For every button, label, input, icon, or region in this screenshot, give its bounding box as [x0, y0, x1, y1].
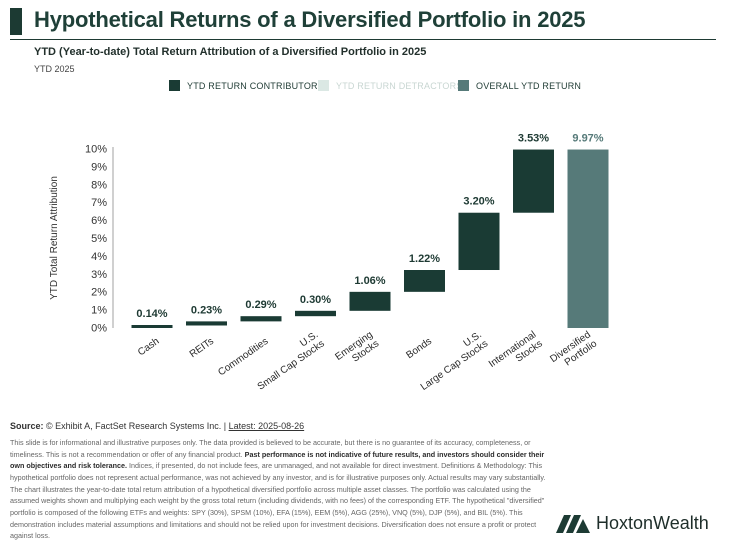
- data-label: 0.23%: [191, 304, 222, 316]
- y-tick-label: 6%: [91, 215, 107, 227]
- x-tick-label: DiversifiedPortfolio: [548, 329, 599, 374]
- data-label: 1.06%: [354, 275, 385, 287]
- data-label: 9.97%: [572, 133, 603, 145]
- legend-item-detractors: YTD RETURN DETRACTORS: [318, 80, 463, 91]
- chart-period: YTD 2025: [34, 64, 75, 74]
- x-tick-label: Bonds: [404, 336, 434, 361]
- y-tick-label: 10%: [85, 144, 107, 156]
- y-tick-label: 7%: [91, 197, 107, 209]
- data-label: 3.20%: [463, 196, 494, 208]
- source-line: Source: © Exhibit A, FactSet Research Sy…: [10, 421, 304, 431]
- x-tick-label: Commodities: [216, 336, 270, 378]
- disclaimer-part-2: Indices, if presented, do not include fe…: [10, 461, 546, 541]
- waterfall-chart: 0% 1% 2% 3% 4% 5% 6% 7% 8% 9% 10% YTD Total Return …: [49, 133, 609, 393]
- y-tick-label: 1%: [91, 305, 107, 317]
- source-label: Source:: [10, 421, 44, 431]
- data-label: 3.53%: [518, 133, 549, 145]
- title-bar: Hypothetical Returns of a Diversified Po…: [10, 6, 716, 40]
- legend-label-contributors: YTD RETURN CONTRIBUTORS: [187, 80, 324, 91]
- legend-item-contributors: YTD RETURN CONTRIBUTORS: [169, 80, 324, 91]
- waterfall-bar: [240, 316, 282, 322]
- y-tick-label: 9%: [91, 161, 107, 173]
- y-tick-label: 0%: [91, 323, 107, 335]
- data-label: 1.22%: [409, 253, 440, 265]
- legend-item-overall: OVERALL YTD RETURN: [458, 80, 581, 91]
- brand-logo: HoxtonWealth: [556, 513, 709, 534]
- waterfall-bar: [513, 149, 554, 213]
- waterfall-bar: [295, 310, 336, 317]
- disclaimer: This slide is for informational and illu…: [10, 437, 546, 542]
- page-title: Hypothetical Returns of a Diversified Po…: [34, 7, 586, 32]
- y-tick-label: 4%: [91, 251, 107, 263]
- latest-date-link[interactable]: Latest: 2025-08-26: [228, 421, 305, 431]
- data-label: 0.14%: [136, 308, 167, 320]
- y-tick-label: 5%: [91, 233, 107, 245]
- disclaimer-bold: Past performance is not indicative of fu…: [10, 449, 545, 471]
- data-label: 0.29%: [245, 299, 276, 311]
- waterfall-bar: [404, 270, 445, 292]
- legend-label-detractors: YTD RETURN DETRACTORS: [336, 80, 463, 91]
- brand-name: HoxtonWealth: [596, 513, 709, 533]
- hoxton-logo-icon: [556, 514, 590, 533]
- data-label: 0.30%: [300, 294, 331, 306]
- y-tick-label: 3%: [91, 269, 107, 281]
- x-tick-label: InternationalStocks: [487, 329, 545, 379]
- y-tick-label: 8%: [91, 179, 107, 191]
- x-tick-label: Cash: [136, 336, 161, 358]
- y-axis-title: YTD Total Return Attribution: [49, 176, 60, 300]
- waterfall-bar: [349, 291, 391, 311]
- source-text: © Exhibit A, FactSet Research Systems In…: [46, 421, 227, 431]
- legend-swatch-contributors: [169, 80, 180, 91]
- title-accent-bar: [10, 8, 22, 35]
- chart-subtitle: YTD (Year-to-date) Total Return Attribut…: [34, 46, 427, 58]
- y-tick-label: 2%: [91, 287, 107, 299]
- x-tick-label: EmergingStocks: [333, 329, 381, 372]
- waterfall-bar: [458, 212, 500, 271]
- x-tick-label: REITs: [188, 336, 216, 360]
- legend-swatch-overall: [458, 80, 469, 91]
- waterfall-bar: [131, 325, 173, 328]
- waterfall-bar: [186, 321, 227, 326]
- waterfall-bar: [567, 149, 609, 328]
- legend-label-overall: OVERALL YTD RETURN: [476, 80, 582, 91]
- disclaimer-part-1: This slide is for informational and illu…: [10, 438, 531, 459]
- chart-legend: YTD RETURN CONTRIBUTORS YTD RETURN DETRA…: [0, 80, 735, 94]
- legend-swatch-detractors: [318, 80, 329, 91]
